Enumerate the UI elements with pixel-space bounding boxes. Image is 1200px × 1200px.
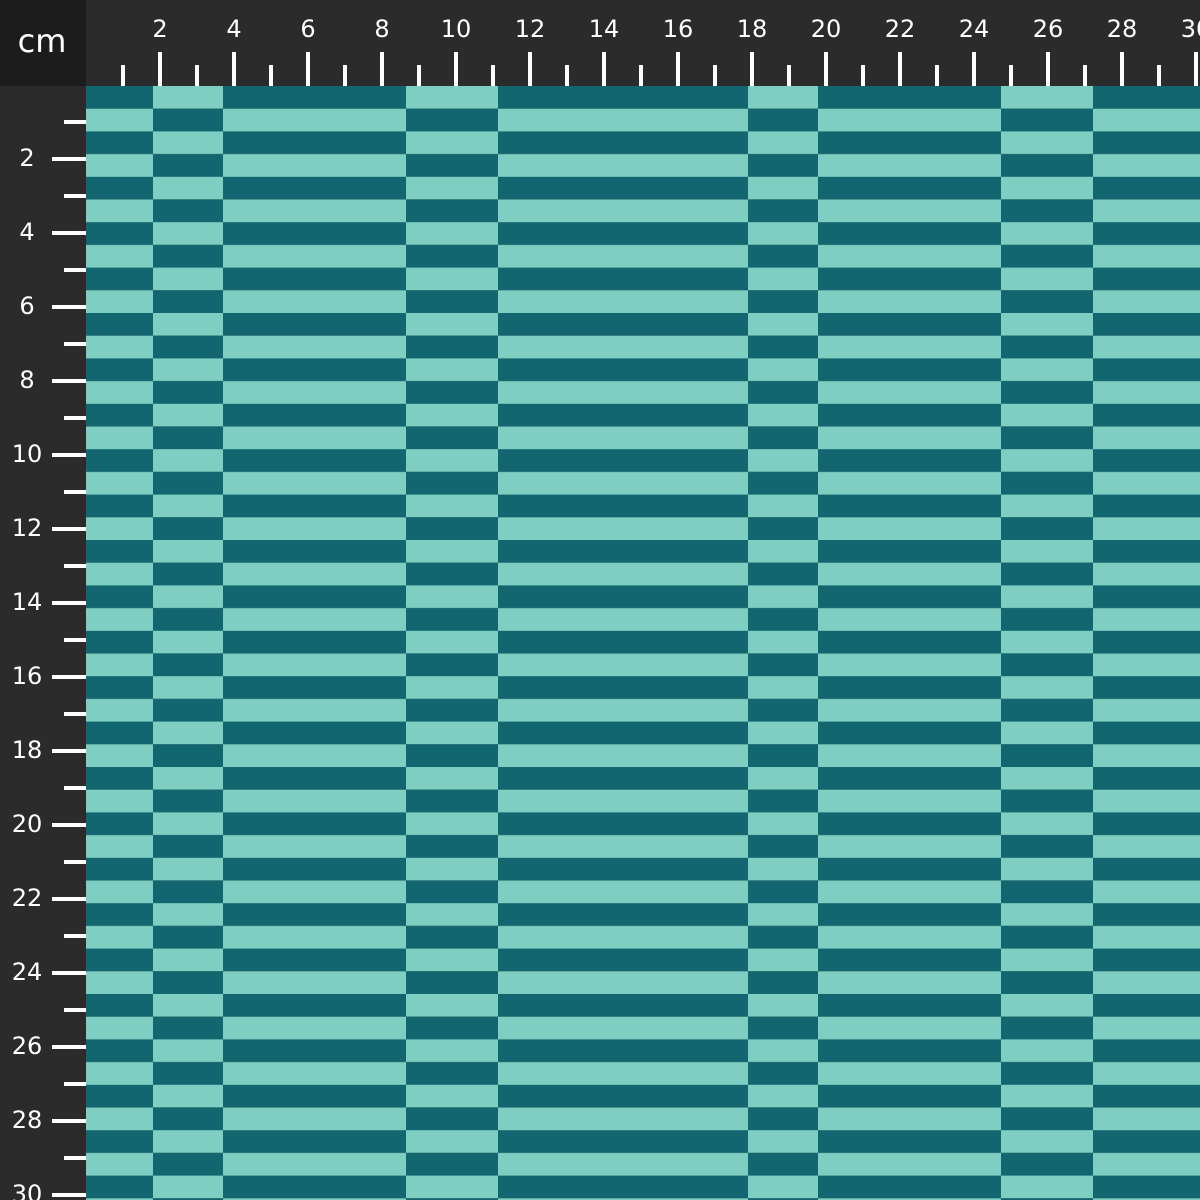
- left-ruler-label: 14: [12, 588, 43, 616]
- top-ruler-label: 24: [959, 15, 990, 43]
- top-ruler-label: 30: [1181, 15, 1200, 43]
- top-ruler-label: 4: [226, 15, 241, 43]
- unit-label: cm: [18, 22, 67, 60]
- left-ruler-label: 10: [12, 440, 43, 468]
- left-ruler-label: 2: [19, 144, 34, 172]
- top-ruler-label: 26: [1033, 15, 1064, 43]
- left-ruler-label: 26: [12, 1032, 43, 1060]
- top-ruler-label: 18: [737, 15, 768, 43]
- top-ruler-label: 8: [374, 15, 389, 43]
- left-ruler-label: 12: [12, 514, 43, 542]
- fabric-pattern: [86, 86, 1200, 1200]
- top-ruler-label: 6: [300, 15, 315, 43]
- left-ruler-label: 4: [19, 218, 34, 246]
- top-ruler-label: 22: [885, 15, 916, 43]
- left-ruler-label: 18: [12, 736, 43, 764]
- left-ruler-label: 30: [12, 1180, 43, 1200]
- top-ruler-label: 10: [441, 15, 472, 43]
- top-ruler-label: 12: [515, 15, 546, 43]
- left-ruler-label: 8: [19, 366, 34, 394]
- left-ruler-label: 6: [19, 292, 34, 320]
- top-ruler-label: 16: [663, 15, 694, 43]
- top-ruler-label: 20: [811, 15, 842, 43]
- left-ruler-label: 28: [12, 1106, 43, 1134]
- left-ruler-label: 20: [12, 810, 43, 838]
- top-ruler-label: 14: [589, 15, 620, 43]
- top-ruler-label: 2: [152, 15, 167, 43]
- left-ruler-label: 24: [12, 958, 43, 986]
- unit-corner: [0, 0, 86, 86]
- left-ruler-label: 16: [12, 662, 43, 690]
- left-ruler-label: 22: [12, 884, 43, 912]
- top-ruler-label: 28: [1107, 15, 1138, 43]
